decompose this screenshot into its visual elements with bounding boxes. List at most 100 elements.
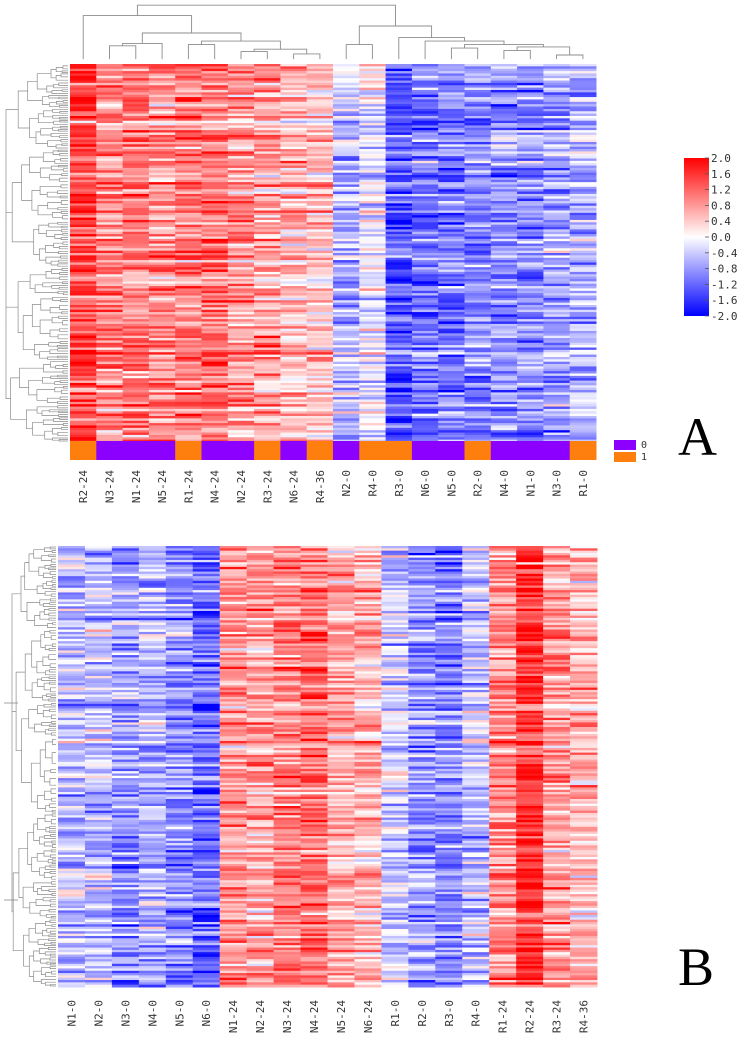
heatmap-cell: [359, 359, 387, 363]
heatmap-cell: [96, 222, 124, 226]
heatmap-cell: [280, 167, 308, 171]
heatmap-cell: [543, 671, 571, 675]
heatmap-cell: [333, 149, 360, 152]
heatmap-cell: [111, 627, 140, 631]
heatmap-cell: [273, 597, 302, 600]
heatmap-cell: [58, 706, 86, 709]
heatmap-cell: [490, 420, 518, 424]
heatmap-cell: [254, 186, 281, 190]
heatmap-cell: [300, 669, 328, 672]
heatmap-cell: [438, 170, 465, 174]
heatmap-cell: [148, 297, 176, 301]
heatmap-cell: [354, 587, 382, 591]
heatmap-cell: [96, 92, 124, 96]
heatmap-cell: [359, 390, 387, 393]
heatmap-cell: [70, 434, 97, 438]
heatmap-cell: [385, 82, 413, 86]
heatmap-cell: [333, 250, 360, 254]
heatmap-cell: [254, 172, 281, 176]
heatmap-cell: [254, 137, 281, 141]
heatmap-cell: [175, 335, 202, 339]
heatmap-cell: [300, 583, 328, 586]
heatmap-cell: [543, 201, 571, 204]
column-label: N3-0: [551, 470, 564, 497]
heatmap-cell: [408, 662, 436, 665]
heatmap-cell: [138, 696, 167, 700]
heatmap-cell: [246, 566, 275, 570]
heatmap-cell: [254, 288, 281, 292]
heatmap-cell: [464, 172, 492, 176]
heatmap-cell: [569, 416, 597, 419]
heatmap-cell: [327, 652, 355, 656]
heatmap-cell: [138, 657, 167, 661]
heatmap-cell: [192, 671, 221, 675]
heatmap-cell: [359, 156, 387, 159]
heatmap-cell: [543, 172, 571, 176]
heatmap-cell: [543, 293, 571, 297]
heatmap-cell: [462, 743, 490, 747]
heatmap-cell: [569, 132, 597, 136]
heatmap-cell: [58, 692, 86, 696]
heatmap-cell: [490, 80, 518, 84]
heatmap-cell: [381, 708, 409, 712]
heatmap-cell: [246, 610, 275, 614]
heatmap-cell: [435, 708, 463, 712]
heatmap-cell: [192, 729, 221, 733]
heatmap-cell: [306, 404, 334, 408]
heatmap-cell: [70, 297, 97, 301]
heatmap-cell: [411, 139, 439, 143]
heatmap-cell: [411, 328, 439, 332]
heatmap-cell: [517, 316, 544, 320]
heatmap-cell: [517, 295, 544, 299]
heatmap-cell: [354, 664, 382, 668]
heatmap-cell: [280, 78, 308, 82]
heatmap-cell: [489, 583, 517, 586]
heatmap-cell: [569, 425, 597, 429]
heatmap-cell: [462, 692, 490, 696]
heatmap-cell: [111, 643, 140, 647]
heatmap-cell: [543, 130, 571, 134]
heatmap-cell: [148, 186, 176, 190]
heatmap-cell: [148, 361, 176, 365]
heatmap-cell: [327, 555, 355, 559]
heatmap-cell: [122, 175, 150, 178]
heatmap-cell: [385, 278, 413, 282]
heatmap-cell: [254, 368, 281, 372]
heatmap-cell: [122, 179, 150, 183]
heatmap-cell: [138, 629, 167, 633]
heatmap-cell: [569, 352, 597, 356]
heatmap-cell: [462, 652, 490, 656]
heatmap-cell: [438, 175, 465, 178]
heatmap-cell: [516, 557, 544, 561]
heatmap-cell: [385, 134, 413, 138]
heatmap-cell: [333, 111, 360, 115]
heatmap-cell: [165, 557, 194, 561]
heatmap-cell: [359, 413, 387, 417]
heatmap-cell: [359, 219, 387, 223]
heatmap-cell: [381, 699, 409, 703]
heatmap-cell: [464, 342, 492, 346]
heatmap-cell: [254, 219, 281, 223]
heatmap-cell: [148, 238, 176, 242]
heatmap-cell: [246, 592, 275, 596]
heatmap-cell: [333, 87, 360, 91]
heatmap-cell: [570, 636, 598, 640]
heatmap-cell: [438, 260, 465, 263]
heatmap-cell: [280, 245, 308, 249]
heatmap-cell: [219, 585, 248, 589]
heatmap-cell: [58, 648, 86, 651]
heatmap-cell: [517, 193, 544, 197]
heatmap-cell: [254, 330, 281, 334]
heatmap-cell: [333, 106, 360, 110]
heatmap-cell: [408, 613, 436, 617]
heatmap-cell: [438, 345, 465, 348]
heatmap-cell: [192, 710, 221, 714]
heatmap-cell: [219, 736, 248, 740]
heatmap-cell: [411, 243, 439, 247]
heatmap-cell: [111, 699, 140, 703]
heatmap-cell: [175, 364, 202, 367]
heatmap-cell: [385, 416, 413, 419]
heatmap-cell: [300, 610, 328, 614]
heatmap-cell: [175, 380, 202, 384]
heatmap-cell: [138, 650, 167, 654]
